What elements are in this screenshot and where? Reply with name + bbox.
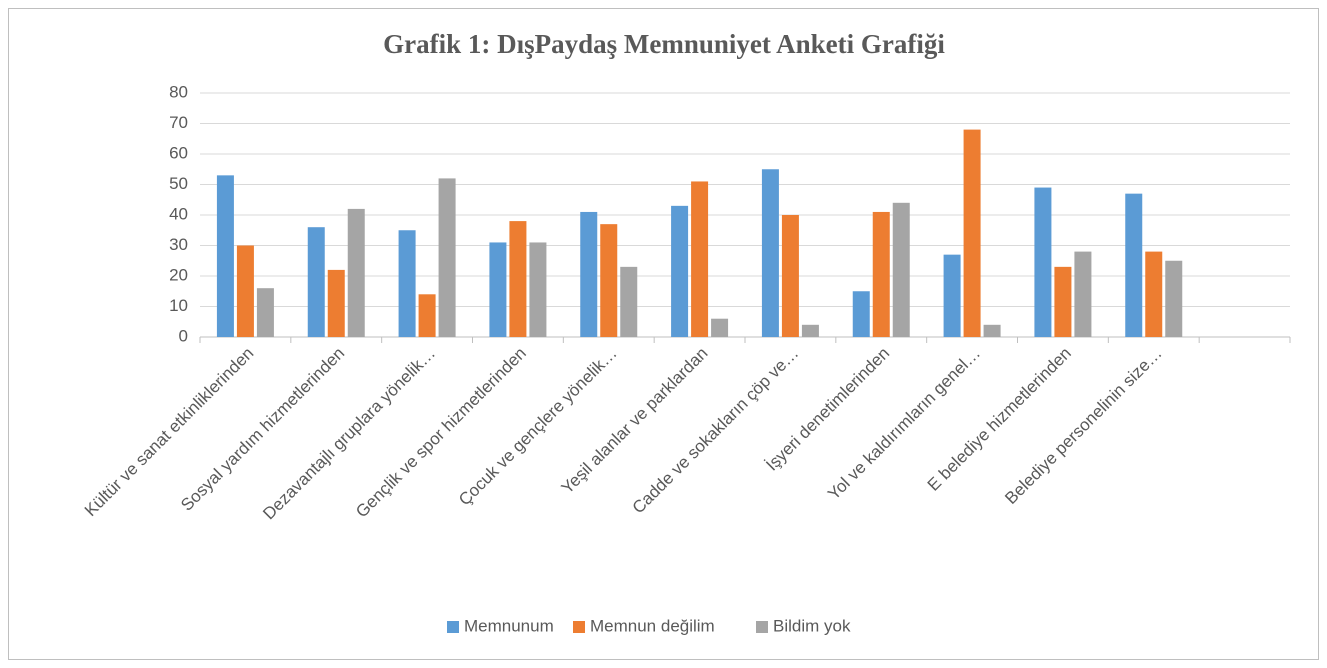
bar	[1034, 187, 1052, 337]
chart-title: Grafik 1: DışPaydaş Memnuniyet Anketi Gr…	[383, 29, 945, 59]
bar	[892, 202, 910, 337]
chart-border	[8, 8, 1319, 660]
bar	[1145, 251, 1163, 337]
y-tick-label: 0	[179, 326, 188, 345]
y-tick-label: 70	[169, 113, 188, 132]
bar	[1074, 251, 1092, 337]
bar	[943, 254, 961, 337]
bar	[256, 288, 274, 337]
y-tick-label: 60	[169, 143, 188, 162]
bar	[691, 181, 709, 337]
bar	[1165, 260, 1183, 337]
y-tick-label: 20	[169, 265, 188, 284]
bar	[1054, 266, 1072, 337]
bar	[438, 178, 456, 337]
legend-label: Memnun değilim	[590, 616, 715, 635]
legend-swatch	[756, 621, 768, 633]
bar	[580, 211, 598, 337]
bar	[620, 266, 638, 337]
bar	[327, 269, 345, 337]
bar	[872, 211, 890, 337]
legend-label: Memnunum	[464, 616, 554, 635]
bar	[983, 324, 1001, 337]
bar	[711, 318, 729, 337]
y-tick-label: 80	[169, 82, 188, 101]
bar	[216, 175, 234, 337]
legend-label: Bildim yok	[773, 616, 851, 635]
bar	[398, 230, 416, 337]
bar	[347, 208, 365, 337]
y-tick-label: 40	[169, 204, 188, 223]
bar	[963, 129, 981, 337]
bar	[852, 291, 870, 337]
y-tick-label: 50	[169, 174, 188, 193]
bar	[509, 221, 527, 337]
y-tick-label: 30	[169, 235, 188, 254]
bar	[489, 242, 507, 337]
bar	[529, 242, 547, 337]
legend-swatch	[573, 621, 585, 633]
bar	[761, 169, 779, 337]
y-tick-label: 10	[169, 296, 188, 315]
bar	[418, 294, 436, 337]
bar	[236, 245, 254, 337]
bar	[1125, 193, 1143, 337]
bar	[781, 215, 799, 337]
bar	[801, 324, 819, 337]
bar	[600, 224, 618, 337]
legend-swatch	[447, 621, 459, 633]
bar	[671, 205, 689, 337]
bar	[307, 227, 325, 337]
